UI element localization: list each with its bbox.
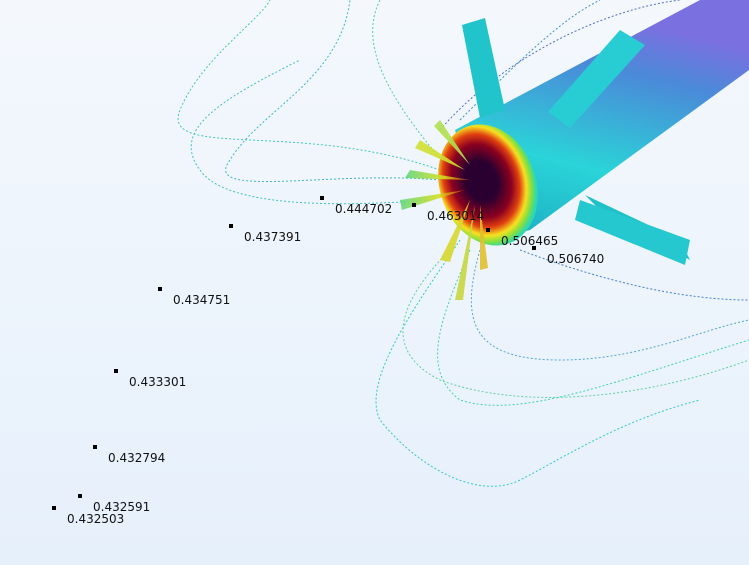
annotation-value: 0.433301 bbox=[129, 375, 186, 389]
annotation-marker bbox=[78, 494, 82, 498]
annotation-marker bbox=[114, 369, 118, 373]
annotation-marker bbox=[412, 203, 416, 207]
annotation-marker bbox=[486, 228, 490, 232]
annotation-marker bbox=[158, 287, 162, 291]
point-annotations: 0.444702 0.463014 0.437391 0.506465 0.506740… bbox=[52, 196, 604, 526]
annotation-marker bbox=[52, 506, 56, 510]
annotation-value: 0.444702 bbox=[335, 202, 392, 216]
annotation-value: 0.463014 bbox=[427, 209, 484, 223]
tube-petals bbox=[400, 120, 488, 300]
right-fin-upper bbox=[548, 30, 645, 128]
annotation-value: 0.432794 bbox=[108, 451, 165, 465]
annotation-value: 0.506465 bbox=[501, 234, 558, 248]
annotation-value: 0.437391 bbox=[244, 230, 301, 244]
annotation-marker bbox=[320, 196, 324, 200]
annotation-marker bbox=[93, 445, 97, 449]
annotation-marker bbox=[229, 224, 233, 228]
annotation-value: 0.432591 bbox=[93, 500, 150, 514]
top-fin bbox=[462, 18, 505, 118]
annotation-value: 0.506740 bbox=[547, 252, 604, 266]
annotation-value: 0.432503 bbox=[67, 512, 124, 526]
annotation-value: 0.434751 bbox=[173, 293, 230, 307]
annotation-marker bbox=[532, 246, 536, 250]
